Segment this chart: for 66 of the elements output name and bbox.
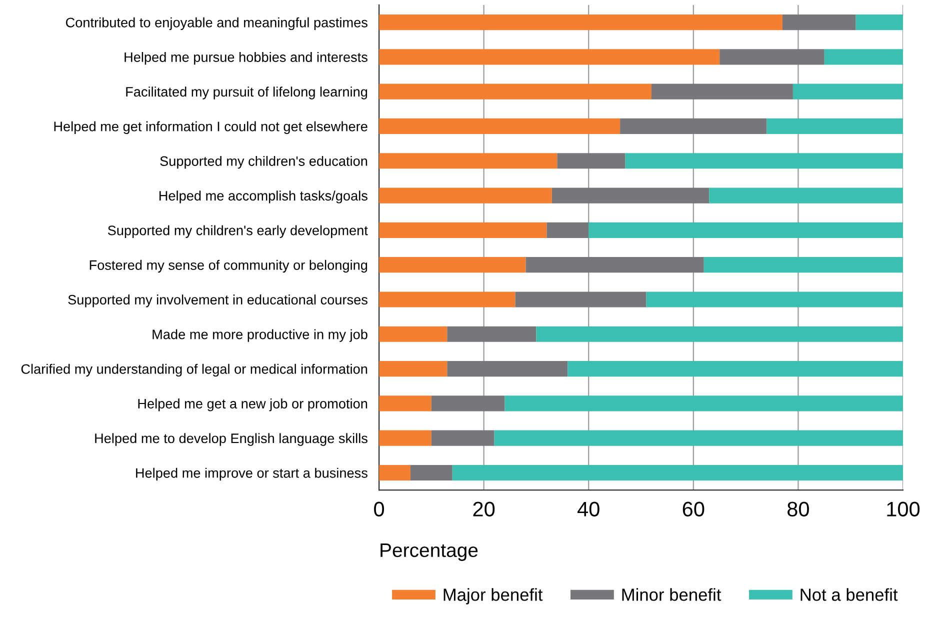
x-tick-label: 100 bbox=[887, 502, 920, 516]
bar bbox=[379, 222, 547, 238]
bar bbox=[379, 14, 782, 30]
bar bbox=[526, 257, 704, 273]
bar bbox=[410, 464, 452, 481]
bar bbox=[379, 84, 652, 100]
x-tick-label: 20 bbox=[473, 502, 495, 516]
y-tick-label: Helped me improve or start a business bbox=[136, 468, 368, 481]
bar bbox=[620, 118, 767, 134]
y-tick-label: Supported my involvement in educational courses bbox=[68, 294, 368, 308]
bar bbox=[546, 222, 589, 238]
bar bbox=[379, 326, 448, 342]
bar bbox=[651, 84, 793, 100]
bar bbox=[588, 222, 903, 238]
bar bbox=[494, 430, 903, 446]
y-tick-label: Helped me get a new job or promotion bbox=[138, 398, 368, 412]
bar bbox=[824, 49, 903, 65]
bar bbox=[431, 396, 505, 412]
bar bbox=[504, 396, 903, 412]
bar bbox=[720, 49, 824, 65]
bar bbox=[704, 257, 903, 273]
y-tick-label: Contributed to enjoyable and meaningful pastimes bbox=[66, 17, 368, 30]
bar bbox=[536, 326, 903, 342]
bar bbox=[552, 188, 710, 204]
bar bbox=[379, 430, 432, 446]
y-tick-label: Made me more productive in my job bbox=[152, 329, 368, 342]
bar bbox=[568, 360, 903, 377]
y-tick-label: Helped me to develop English language skills bbox=[95, 433, 368, 446]
bar bbox=[709, 188, 903, 204]
bar bbox=[447, 360, 568, 377]
x-tick-label: 60 bbox=[682, 502, 704, 516]
bar bbox=[646, 292, 903, 308]
bar bbox=[379, 396, 432, 412]
legend-label: Minor benefit bbox=[622, 588, 722, 601]
bar bbox=[625, 153, 903, 169]
bar bbox=[379, 292, 516, 308]
bar bbox=[379, 360, 448, 377]
y-tick-label: Helped me accomplish tasks/goals bbox=[159, 190, 368, 204]
bar bbox=[515, 292, 646, 308]
bar bbox=[766, 118, 903, 134]
bar bbox=[431, 430, 494, 446]
bar bbox=[379, 188, 552, 204]
bar bbox=[782, 14, 856, 30]
bar bbox=[379, 49, 720, 65]
x-tick-label: 40 bbox=[578, 502, 600, 516]
bar bbox=[379, 118, 620, 134]
bar bbox=[452, 464, 903, 481]
legend-label: Not a benefit bbox=[800, 588, 898, 601]
bar bbox=[856, 14, 903, 30]
legend-label: Major benefit bbox=[444, 588, 543, 604]
x-axis-title: Percentage bbox=[380, 544, 478, 561]
bar bbox=[792, 84, 903, 100]
bar bbox=[379, 464, 410, 481]
x-tick-label: 80 bbox=[788, 502, 809, 516]
bar bbox=[379, 257, 526, 273]
y-tick-label: Facilitated my pursuit of lifelong learning bbox=[126, 86, 368, 100]
y-tick-label: Clarified my understanding of legal or medical information bbox=[21, 364, 368, 377]
y-tick-label: Fostered my sense of community or belonging bbox=[90, 260, 368, 273]
bar bbox=[447, 326, 536, 342]
bar bbox=[379, 153, 558, 169]
y-tick-label: Helped me pursue hobbies and interests bbox=[124, 52, 368, 65]
bar bbox=[557, 153, 626, 169]
y-tick-label: Supported my children's education bbox=[160, 156, 368, 169]
y-tick-label: Supported my children's early development bbox=[108, 225, 368, 238]
x-tick-label: 0 bbox=[374, 502, 384, 516]
y-tick-label: Helped me get information I could not get elsewhere bbox=[54, 121, 368, 134]
